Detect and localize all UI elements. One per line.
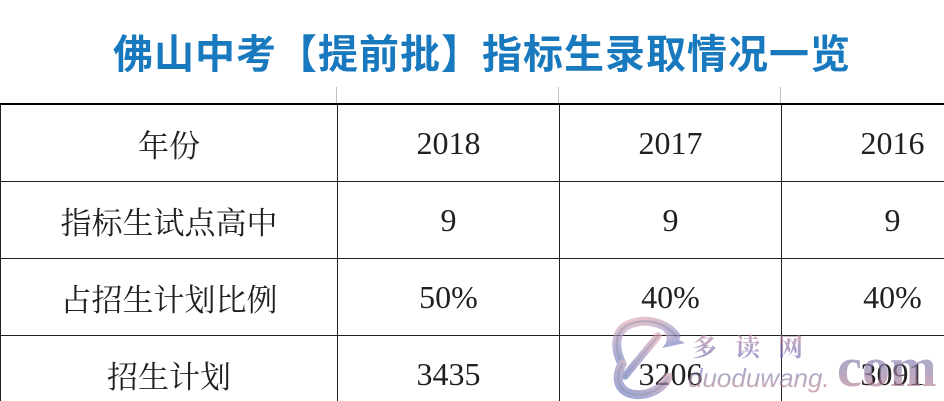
svg-text:duoduwang.: duoduwang. (688, 363, 830, 393)
svg-text:多读网: 多读网 (692, 328, 821, 364)
svg-text:com: com (837, 337, 937, 399)
